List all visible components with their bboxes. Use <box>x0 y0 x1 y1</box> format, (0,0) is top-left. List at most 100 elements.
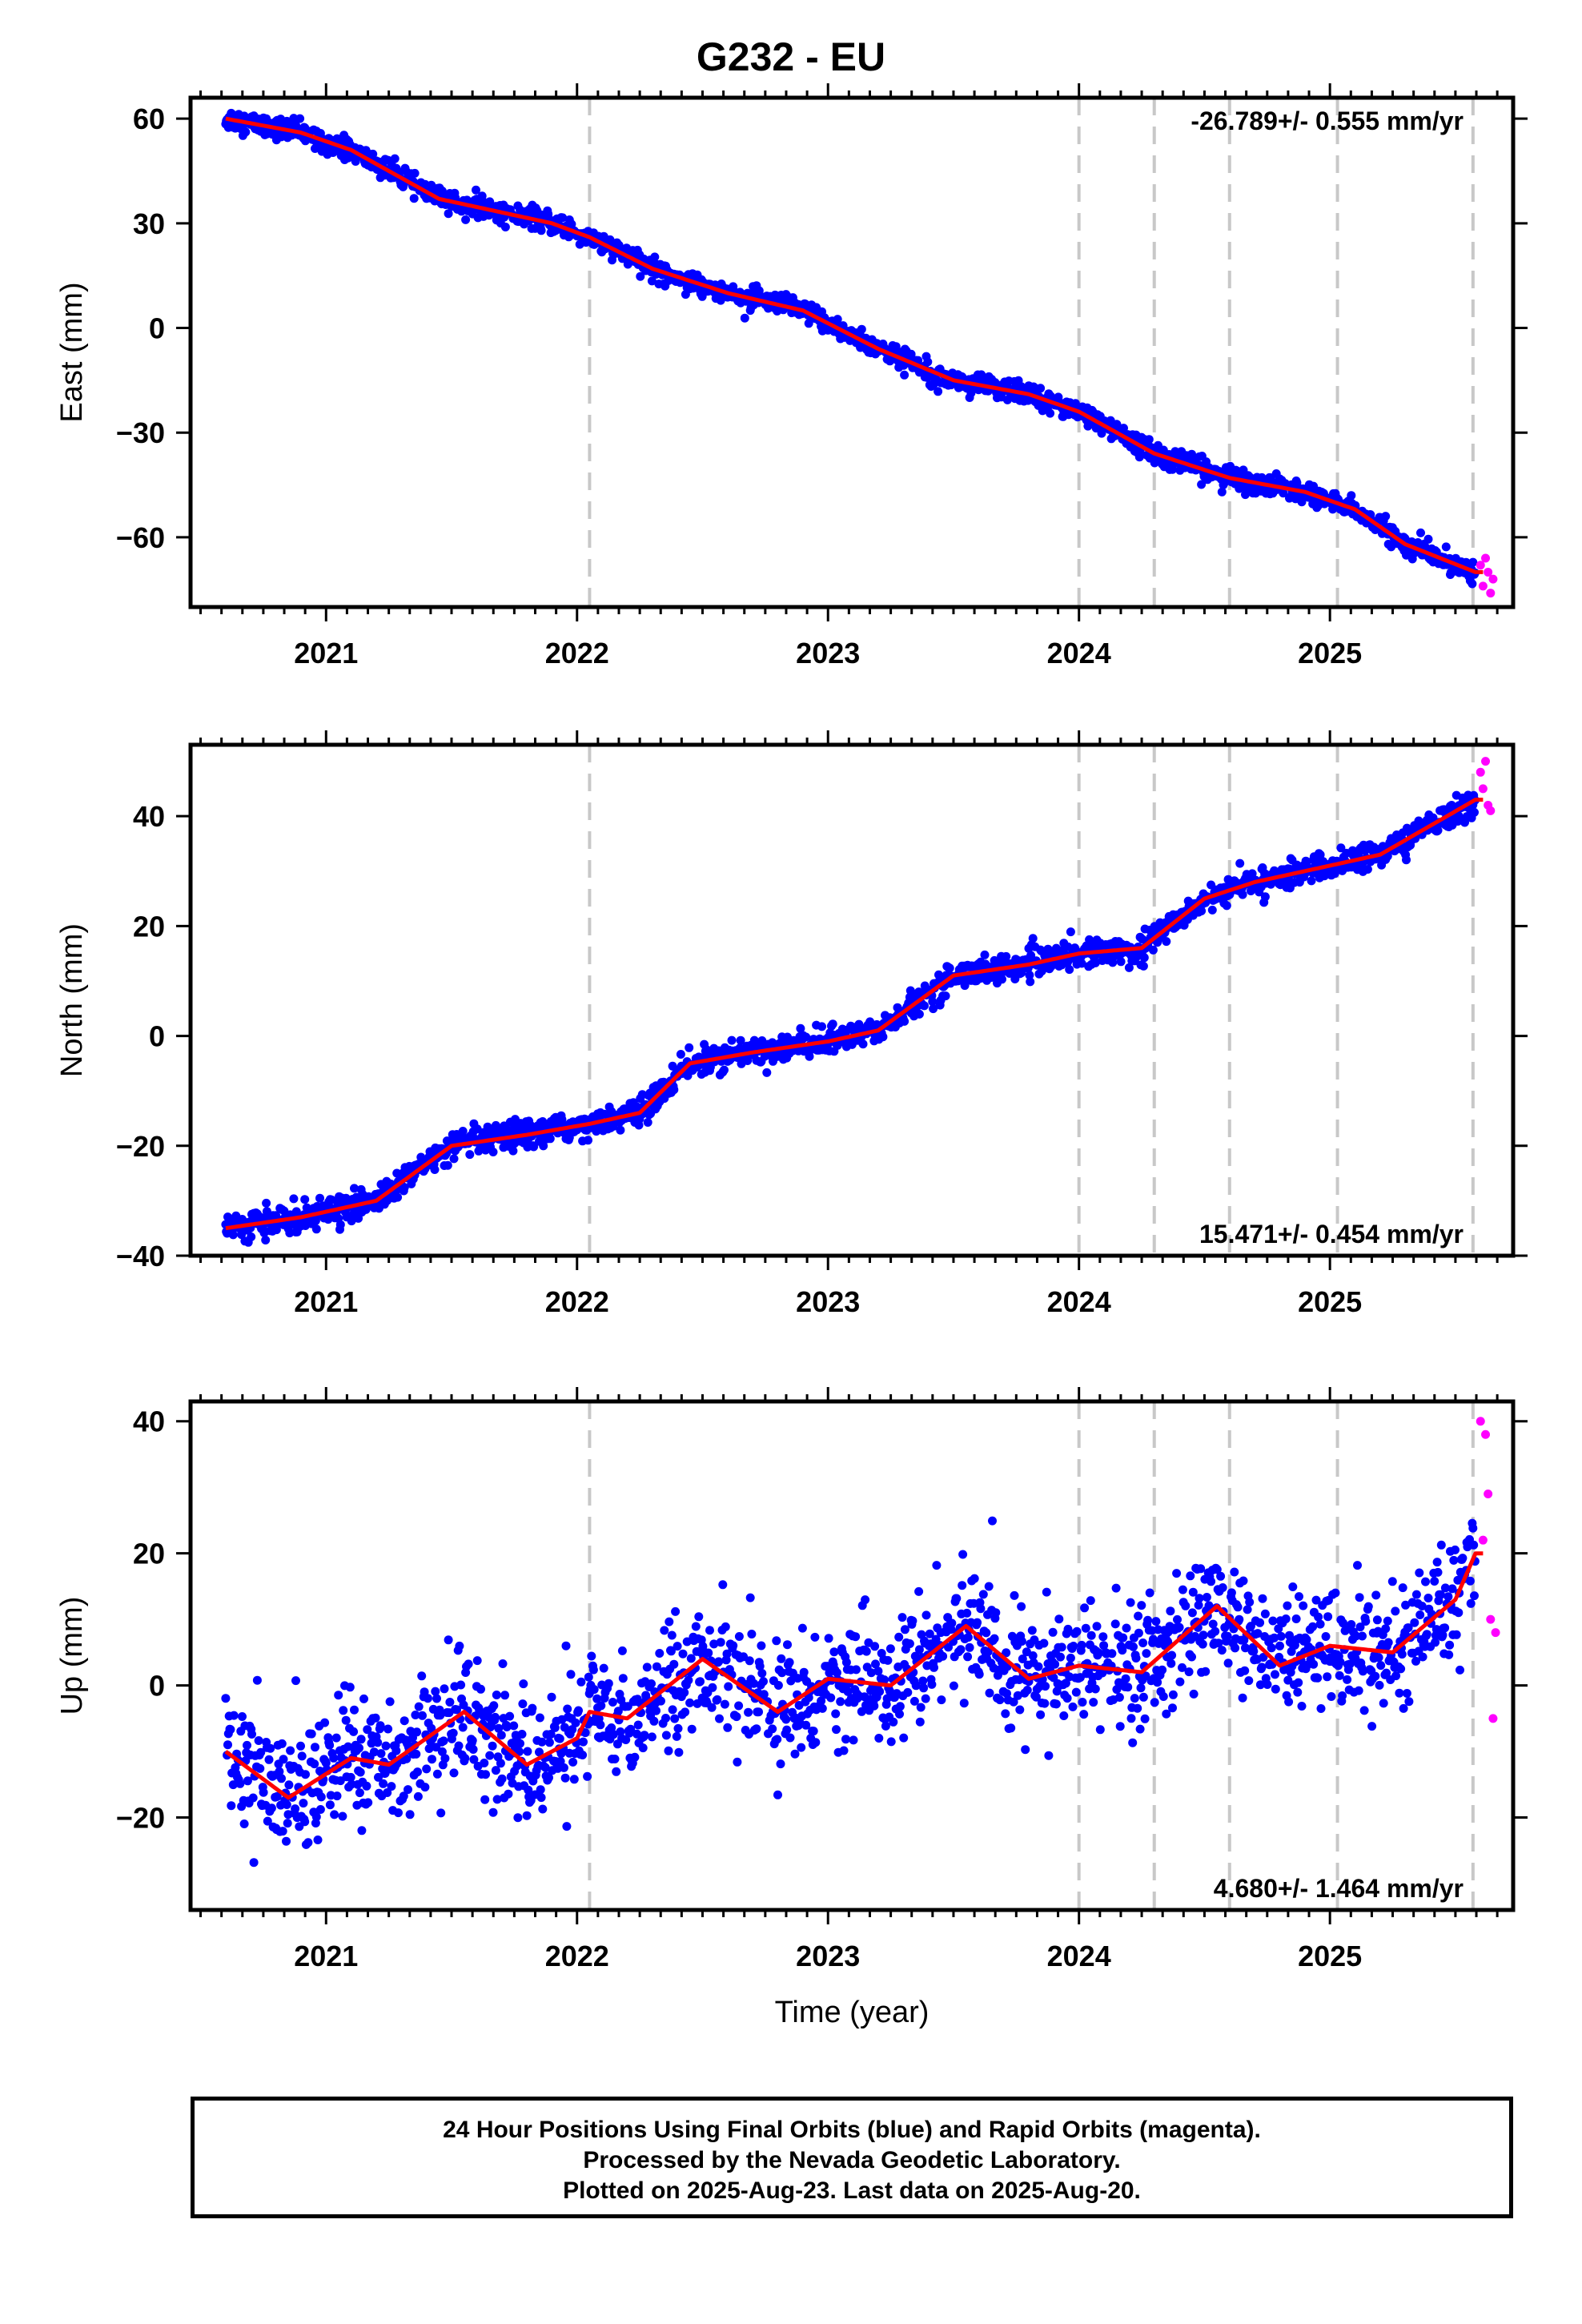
data-point <box>1056 1653 1065 1662</box>
data-point <box>488 1742 497 1751</box>
data-point <box>673 1642 682 1651</box>
data-point <box>1069 1642 1078 1651</box>
data-point <box>1173 1615 1182 1624</box>
data-point <box>1203 1593 1211 1602</box>
data-point <box>1468 558 1477 567</box>
data-point <box>661 1714 670 1723</box>
data-point <box>870 1642 879 1651</box>
data-point <box>612 1767 620 1776</box>
data-point <box>1244 1676 1253 1685</box>
data-point <box>1292 1614 1301 1623</box>
y-tick-label: 30 <box>133 207 165 240</box>
data-point <box>1239 891 1247 899</box>
data-point <box>881 1722 890 1731</box>
data-point <box>1029 934 1038 943</box>
y-tick-label: 60 <box>133 103 165 135</box>
data-point <box>1381 512 1390 521</box>
data-point <box>887 1737 896 1746</box>
data-point <box>314 1835 323 1844</box>
panel-2: 2021 2022 2023 2024 202540200−20−40North (mm… <box>55 730 1528 1318</box>
data-point <box>829 1019 837 1028</box>
data-point <box>1258 1663 1267 1671</box>
data-point <box>492 1691 501 1699</box>
data-point <box>391 155 400 163</box>
data-point <box>1139 962 1148 971</box>
data-point <box>745 1656 754 1665</box>
data-point <box>568 1758 577 1767</box>
data-point <box>1026 977 1034 986</box>
data-point <box>774 1681 783 1690</box>
data-point <box>1137 1601 1146 1610</box>
data-point <box>616 1126 624 1135</box>
data-point <box>579 1738 588 1747</box>
data-point <box>1416 529 1425 537</box>
data-point <box>741 314 749 323</box>
data-point <box>404 1785 412 1794</box>
data-point <box>669 1660 678 1669</box>
data-point <box>548 1693 556 1702</box>
data-point <box>1309 1660 1318 1669</box>
data-point <box>1261 892 1270 901</box>
data-point <box>523 1747 532 1756</box>
data-point <box>1201 1667 1210 1676</box>
data-point <box>417 1671 426 1680</box>
data-point <box>1187 1653 1196 1662</box>
data-point <box>567 1670 576 1679</box>
data-point <box>227 1801 235 1810</box>
data-point <box>1190 1690 1199 1699</box>
data-point <box>428 1755 436 1763</box>
data-point <box>1018 1637 1026 1646</box>
data-point <box>1006 1723 1015 1732</box>
rate-label: 15.471+/- 0.454 mm/yr <box>1199 1220 1464 1248</box>
plot-area <box>221 1401 1500 1910</box>
rapid-point <box>1476 768 1485 777</box>
data-point <box>973 1618 982 1627</box>
y-tick-label: −30 <box>116 416 165 449</box>
data-point <box>283 1800 291 1809</box>
data-point <box>981 951 990 959</box>
data-point <box>1049 1628 1058 1637</box>
data-point <box>1299 1602 1307 1610</box>
data-point <box>1143 1616 1152 1625</box>
data-point <box>583 1772 592 1781</box>
data-point <box>916 1718 925 1727</box>
data-point <box>817 1022 826 1031</box>
data-point <box>777 1759 785 1768</box>
data-point <box>1136 1725 1145 1734</box>
data-point <box>914 1587 923 1596</box>
plot-area <box>221 98 1497 607</box>
data-point <box>670 1715 679 1723</box>
data-point <box>759 1677 768 1686</box>
data-point <box>1347 491 1355 500</box>
data-point <box>1117 957 1126 966</box>
data-point <box>1317 1704 1326 1713</box>
data-point <box>1065 965 1074 974</box>
data-point <box>836 1697 845 1706</box>
data-point <box>674 1724 683 1733</box>
data-point <box>1111 1619 1120 1628</box>
data-point <box>584 1136 592 1144</box>
data-point <box>455 1742 464 1751</box>
data-point <box>688 1725 697 1734</box>
data-point <box>757 1669 766 1678</box>
data-point <box>456 1681 465 1690</box>
data-point <box>480 1795 489 1804</box>
data-point <box>1188 1608 1197 1617</box>
data-point <box>718 1580 727 1589</box>
data-point <box>410 194 419 203</box>
data-point <box>298 1751 307 1760</box>
data-point <box>1096 1725 1105 1734</box>
data-point <box>411 169 420 178</box>
data-point <box>243 1741 251 1750</box>
data-point <box>1227 1588 1236 1597</box>
data-point <box>687 1654 696 1663</box>
data-point <box>359 1695 368 1703</box>
data-point <box>1122 1624 1131 1633</box>
data-point <box>289 1194 298 1203</box>
data-point <box>1316 1620 1325 1629</box>
data-point <box>584 1673 593 1682</box>
data-point <box>320 1719 329 1727</box>
data-point <box>798 1624 807 1633</box>
data-point <box>1424 535 1433 544</box>
data-point <box>355 1743 363 1752</box>
